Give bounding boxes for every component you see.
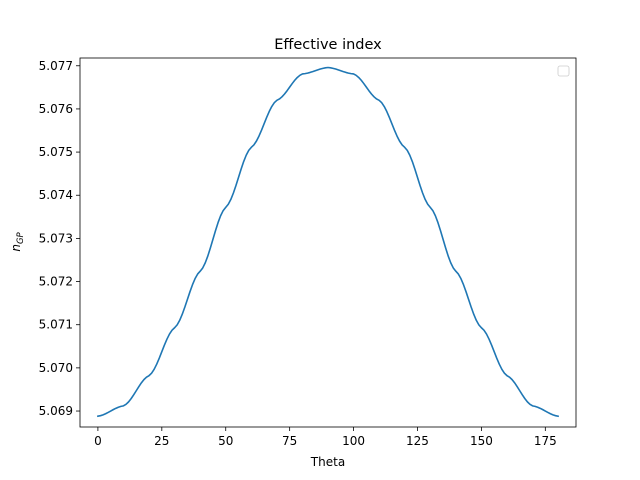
y-axis-label-subscript: GP xyxy=(16,231,26,244)
x-tick-label: 25 xyxy=(154,434,169,448)
y-axis-label: nGP xyxy=(9,231,26,251)
x-tick-label: 100 xyxy=(342,434,365,448)
x-axis-ticks: 0 25 50 75 100 125 150 175 xyxy=(94,427,557,448)
y-tick-label: 5.077 xyxy=(39,59,73,73)
y-tick-label: 5.076 xyxy=(39,102,73,116)
y-tick-label: 5.071 xyxy=(39,318,73,332)
legend-box xyxy=(557,65,570,77)
x-tick-label: 75 xyxy=(282,434,297,448)
plot-area: 0 25 50 75 100 125 150 175 5.069 5.070 5.071 5.072… xyxy=(39,57,577,448)
y-tick-label: 5.070 xyxy=(39,361,73,375)
y-tick-label: 5.073 xyxy=(39,231,73,245)
y-tick-label: 5.072 xyxy=(39,275,73,289)
x-tick-label: 0 xyxy=(94,434,102,448)
y-tick-label: 5.069 xyxy=(39,404,73,418)
x-axis-label: Theta xyxy=(310,455,345,469)
y-axis-ticks: 5.069 5.070 5.071 5.072 5.073 5.074 5.075 5.076… xyxy=(39,59,80,418)
y-tick-label: 5.075 xyxy=(39,145,73,159)
y-tick-label: 5.074 xyxy=(39,188,73,202)
series-line-0 xyxy=(96,66,560,418)
x-tick-label: 175 xyxy=(534,434,557,448)
series-layer xyxy=(96,66,560,418)
axes-frame xyxy=(79,57,577,428)
y-axis-label-base: n xyxy=(9,244,23,252)
axes-background xyxy=(80,58,576,427)
chart-title: Effective index xyxy=(274,37,382,53)
x-tick-label: 50 xyxy=(218,434,233,448)
x-tick-label: 150 xyxy=(470,434,493,448)
x-tick-label: 125 xyxy=(406,434,429,448)
